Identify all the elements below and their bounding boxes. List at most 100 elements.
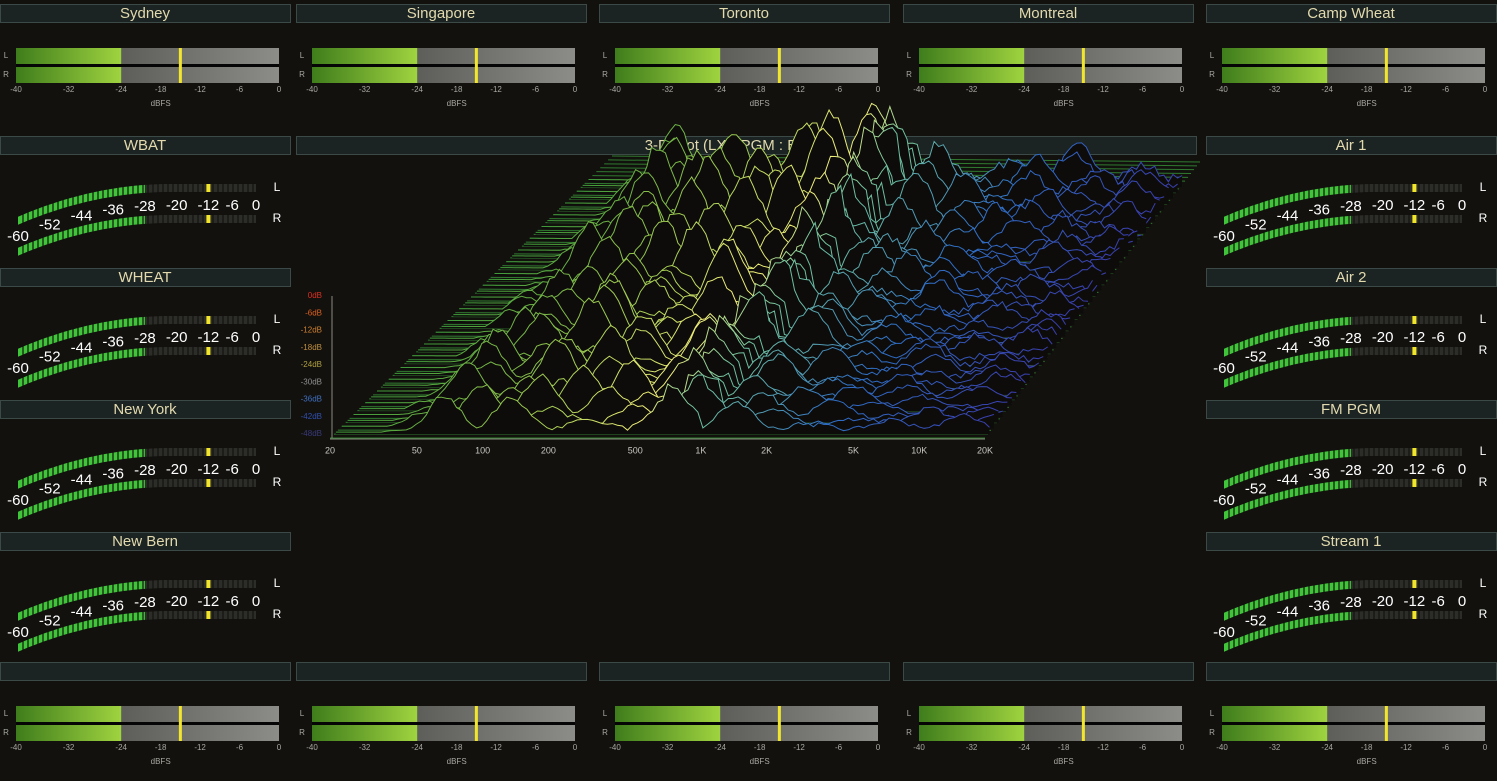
scale-unit: dBFS [151, 757, 171, 766]
meter-level [615, 67, 721, 83]
meter-peak [206, 316, 211, 324]
scale-label: -18 [1361, 85, 1373, 94]
scale-label: -52 [1245, 216, 1267, 233]
scale-label: -24 [714, 85, 726, 94]
meter-peak [206, 448, 211, 456]
scale-label: -32 [966, 743, 978, 752]
meter-off [144, 184, 256, 193]
scale-label: -36 [102, 597, 124, 614]
panel-title: Toronto [719, 5, 769, 22]
panel-header [903, 4, 1194, 23]
scale-label: -24 [1321, 743, 1333, 752]
scale-label: -60 [1213, 624, 1235, 641]
scale-label: -6 [835, 743, 843, 752]
scale-unit: dBFS [1357, 99, 1377, 108]
scale-label: -52 [39, 348, 61, 365]
scale-label: -6 [835, 85, 843, 94]
meter-divider [312, 722, 575, 725]
meter-peak [178, 706, 182, 741]
scale-label: -12 [194, 743, 206, 752]
scale-label: -40 [609, 85, 621, 94]
scale-label: 0 [1458, 461, 1466, 478]
meter-peak [1412, 215, 1417, 223]
x-tick-label: 10K [911, 445, 927, 455]
waterfall-fill [359, 360, 1008, 412]
channel-label: R [299, 70, 305, 79]
scale-label: -32 [63, 85, 75, 94]
scale-label: -12 [1404, 593, 1426, 610]
channel-label: R [1209, 70, 1215, 79]
scale-label: -60 [7, 228, 29, 245]
meter-peak [206, 580, 211, 588]
channel-label: L [1210, 51, 1215, 60]
meter-level [1222, 48, 1328, 64]
channel-label: L [1480, 180, 1487, 194]
scale-label: -6 [1432, 329, 1445, 346]
meter-off [144, 580, 256, 589]
meter-level [16, 67, 122, 83]
channel-label: R [273, 343, 282, 357]
channel-label: L [300, 51, 305, 60]
scale-label: -24 [411, 85, 423, 94]
y-tick-label: -6dB [305, 308, 322, 317]
scale-label: 0 [1483, 85, 1488, 94]
scale-label: -52 [1245, 480, 1267, 497]
channel-label: R [906, 70, 912, 79]
meter-peak [1412, 184, 1417, 192]
scale-label: -44 [1277, 604, 1299, 621]
meter-level [615, 706, 721, 722]
scale-label: -12 [198, 593, 220, 610]
scale-label: -28 [134, 594, 156, 611]
scale-label: -24 [1018, 743, 1030, 752]
channel-label: R [299, 728, 305, 737]
x-tick-label: 100 [475, 445, 490, 455]
channel-label: R [1479, 475, 1488, 489]
scale-unit: dBFS [750, 99, 770, 108]
scale-label: -12 [1404, 461, 1426, 478]
scale-label: -20 [166, 329, 188, 346]
scale-label: -44 [1277, 208, 1299, 225]
meter-off [1350, 479, 1462, 488]
scale-label: -12 [490, 743, 502, 752]
scale-label: 0 [1458, 197, 1466, 214]
scale-label: -6 [226, 593, 239, 610]
channel-label: L [274, 180, 281, 194]
scale-label: -20 [1372, 461, 1394, 478]
panel-header [599, 662, 890, 681]
panel-title: New Bern [112, 533, 178, 550]
meter-peak [1081, 706, 1085, 741]
scale-unit: dBFS [447, 757, 467, 766]
scale-label: -12 [198, 461, 220, 478]
panel-header [1206, 662, 1497, 681]
channel-label: L [300, 709, 305, 718]
scale-label: -32 [662, 743, 674, 752]
x-tick-label: 500 [628, 445, 643, 455]
scale-label: -60 [1213, 360, 1235, 377]
waterfall-line [365, 346, 1012, 404]
scale-label: -36 [1308, 333, 1330, 350]
scale-label: -6 [1139, 743, 1147, 752]
meter-divider [919, 722, 1182, 725]
meter-peak [1384, 48, 1388, 83]
scale-label: -18 [1058, 743, 1070, 752]
waterfall-line [488, 205, 1107, 281]
scale-label: -18 [1361, 743, 1373, 752]
channel-label: L [274, 576, 281, 590]
panel-header [296, 4, 587, 23]
scale-label: 0 [1180, 85, 1185, 94]
scale-label: 0 [1180, 743, 1185, 752]
y-tick-label: -30dB [301, 377, 322, 386]
scale-label: -24 [1018, 85, 1030, 94]
scale-label: -18 [754, 85, 766, 94]
scale-label: -32 [966, 85, 978, 94]
scale-label: -52 [39, 612, 61, 629]
scale-label: -28 [134, 198, 156, 215]
panel-title: Singapore [407, 5, 475, 22]
channel-label: R [1479, 343, 1488, 357]
meter-level [615, 48, 721, 64]
scale-label: -28 [1340, 330, 1362, 347]
scale-label: -6 [236, 85, 244, 94]
meter-peak [1384, 706, 1388, 741]
meter-peak [1081, 48, 1085, 83]
scale-label: -24 [714, 743, 726, 752]
